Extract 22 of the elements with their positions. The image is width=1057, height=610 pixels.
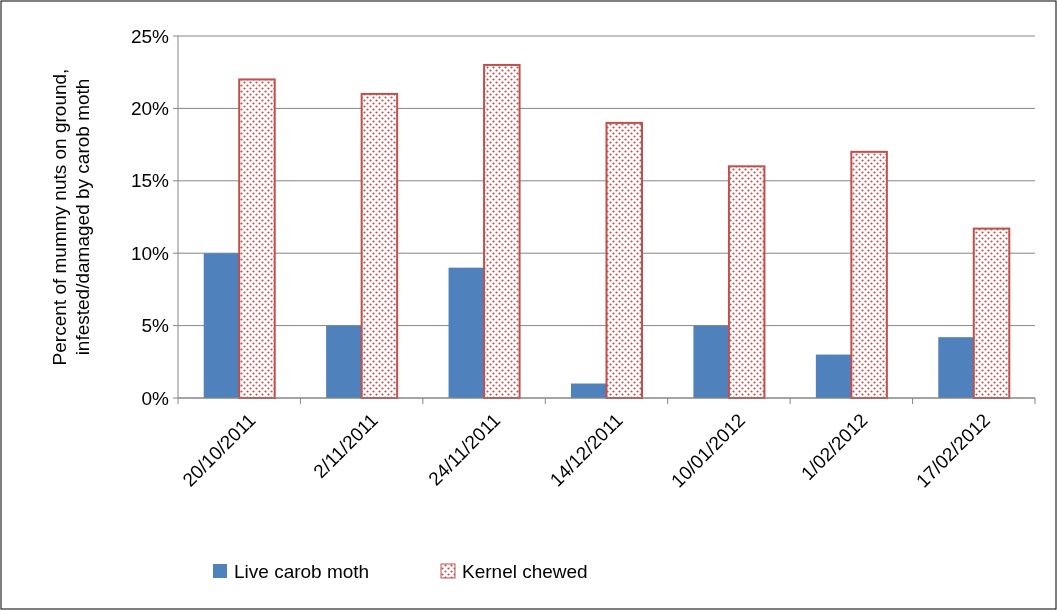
bar — [850, 150, 888, 399]
bar — [815, 354, 852, 398]
bar — [326, 325, 362, 398]
bar — [727, 165, 766, 399]
bar — [360, 92, 399, 399]
bar — [972, 227, 1011, 399]
legend-label: Kernel chewed — [462, 560, 588, 582]
bar — [448, 267, 485, 398]
y-tick-label: 25% — [130, 25, 170, 47]
bar — [938, 337, 974, 398]
bar — [203, 253, 240, 398]
bar — [605, 121, 643, 399]
y-tick-label: 0% — [141, 387, 170, 409]
y-tick-label: 10% — [130, 242, 170, 264]
y-axis-title: Percent of mummy nuts on ground, infested/damaged by carob moth — [49, 68, 93, 366]
y-tick-label: 20% — [130, 98, 170, 120]
bar — [693, 325, 729, 398]
legend-label: Live carob moth — [234, 560, 370, 582]
y-tick-label: 15% — [130, 170, 170, 192]
bar — [483, 63, 521, 399]
y-tick-label: 5% — [141, 315, 170, 337]
bar — [238, 78, 276, 399]
